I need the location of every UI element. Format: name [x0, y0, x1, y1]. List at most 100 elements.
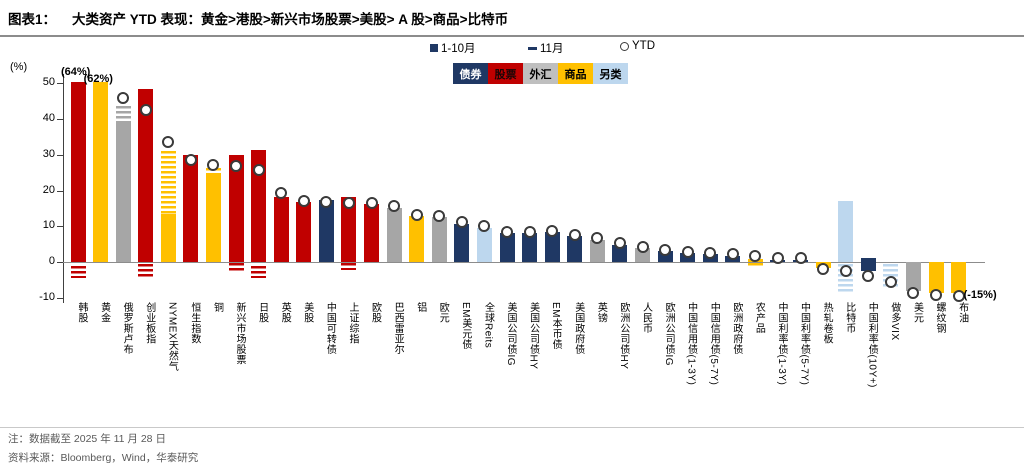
footer-source: 资料来源：Bloomberg，Wind，华泰研究: [8, 452, 199, 464]
y-tick-label: 10: [42, 219, 55, 232]
y-axis-unit-label: (%): [10, 61, 28, 73]
plot-area: 50 40 30 20 10 0 -10 (%) 韩股 (64%) 黄金 (62%) 俄罗斯卢布 创业板指…: [10, 61, 997, 388]
y-tick-label: 40: [42, 112, 55, 124]
ytd-marker: [410, 208, 423, 221]
ytd-marker: [117, 92, 130, 105]
bar-segment-1-10m: [499, 232, 515, 262]
legend-label: 1-10月: [441, 43, 476, 55]
x-axis-label: 中国可转债: [324, 302, 336, 355]
circle-icon: [620, 41, 629, 51]
ytd-marker: [930, 289, 943, 302]
bar-segment-1-10m: [860, 257, 876, 272]
y-tick: [57, 119, 63, 120]
bar-segment-11m-hatched: [70, 265, 86, 279]
y-tick: [57, 83, 63, 85]
x-axis-label: 美国政府债: [572, 302, 584, 355]
bar-segment-11m-hatched: [138, 263, 154, 279]
x-axis-label: 热轧卷板: [821, 302, 833, 344]
zero-line: [63, 262, 985, 263]
bar-segment-1-10m: [409, 216, 425, 262]
legend-label: YTD: [632, 40, 655, 52]
ytd-marker: [139, 104, 152, 117]
footer-note: 注：数据截至 2025 年 11 月 28 日: [8, 433, 166, 445]
x-axis-label: 欧洲公司债IG: [663, 302, 675, 367]
x-axis-label: 做多VIX: [888, 302, 900, 341]
dash-icon: [528, 46, 537, 50]
series-legend: 1-10月 11月 YTD: [0, 40, 1024, 56]
bar-segment-11m-hatched: [160, 151, 176, 214]
x-axis-label: 中国利率债(10Y+): [866, 302, 878, 388]
bar-segment-1-10m: [905, 262, 921, 292]
x-axis-label: 黄金: [98, 302, 110, 323]
x-axis-label: 恒生指数: [188, 302, 200, 344]
y-tick-label: 20: [42, 183, 55, 196]
y-tick-label: -10: [39, 290, 55, 303]
x-axis-label: 欧洲政府债: [730, 302, 742, 355]
ytd-marker: [817, 263, 830, 276]
y-tick: [57, 262, 63, 263]
x-axis-label: 欧洲公司债HY: [617, 302, 629, 370]
x-axis-label: 英镑: [595, 302, 607, 323]
category-swatch: 另类: [593, 63, 628, 84]
ytd-marker: [501, 225, 514, 238]
ytd-marker: [659, 243, 672, 256]
ytd-marker: [952, 289, 965, 302]
x-axis-label: EM美元债: [459, 302, 471, 350]
bar-segment-1-10m: [93, 82, 109, 262]
bar-segment-11m-hatched: [251, 265, 267, 279]
ytd-marker: [388, 199, 401, 212]
bar-segment-1-10m: [951, 262, 967, 294]
ytd-marker: [613, 237, 626, 250]
ytd-marker: [546, 224, 559, 237]
y-tick-label: 30: [42, 147, 55, 160]
x-axis-label: 中国信用债(5-7Y): [708, 302, 720, 386]
bar-segment-1-10m: [138, 88, 154, 262]
ytd-marker: [591, 232, 604, 245]
x-axis-label: 美股: [301, 302, 313, 323]
ytd-marker: [184, 154, 197, 167]
bar-segment-1-10m: [115, 120, 131, 262]
bar-segment-11m-hatched: [115, 106, 131, 121]
x-axis-label: 全球Reits: [482, 302, 494, 349]
figure-footer: 注：数据截至 2025 年 11 月 28 日 资料来源：Bloomberg，W…: [0, 427, 1024, 466]
y-tick-label: 0: [48, 255, 55, 267]
category-swatch: 股票: [488, 63, 523, 84]
x-axis-label: 新兴市场股票: [234, 302, 246, 365]
x-axis-label: 美国公司债HY: [527, 302, 539, 370]
y-tick-label: 50: [42, 76, 55, 89]
value-annotation: (62%): [83, 73, 113, 85]
ytd-marker: [162, 135, 175, 148]
bar-segment-1-10m: [160, 213, 176, 262]
bar-segment-1-10m: [522, 233, 538, 262]
ytd-marker: [455, 215, 468, 228]
x-axis-label: 日股: [256, 302, 268, 323]
bar-segment-1-10m: [928, 262, 944, 294]
x-axis-label: NYMEX天然气: [166, 302, 178, 372]
x-axis-label: 上证综指: [346, 302, 358, 344]
ytd-marker: [320, 195, 333, 208]
ytd-marker: [862, 269, 875, 282]
ytd-marker: [884, 276, 897, 289]
ytd-marker: [636, 240, 649, 253]
x-axis-label: 欧元: [437, 302, 449, 323]
x-axis-label: 中国利率债(1-3Y): [775, 302, 787, 386]
ytd-marker: [749, 249, 762, 262]
bar-segment-1-10m: [341, 196, 357, 262]
bar-segment-11m-hatched: [341, 263, 357, 271]
legend-item-hatch: 11月: [528, 40, 563, 56]
y-tick: [57, 226, 63, 228]
bar-segment-1-10m: [273, 196, 289, 262]
ytd-marker: [907, 286, 920, 299]
ytd-marker: [297, 194, 310, 207]
x-axis-label: 创业板指: [143, 302, 155, 344]
bar-segment-1-10m: [228, 154, 244, 262]
x-axis-label: 巴西雷亚尔: [392, 302, 404, 355]
bar-segment-1-10m: [612, 244, 628, 262]
bar-segment-1-10m: [386, 208, 402, 262]
x-axis-label: 铝: [414, 302, 426, 313]
y-axis: [63, 74, 64, 304]
ytd-marker: [275, 187, 288, 200]
value-annotation: (-15%): [963, 288, 997, 301]
legend-label: 11月: [540, 43, 564, 55]
